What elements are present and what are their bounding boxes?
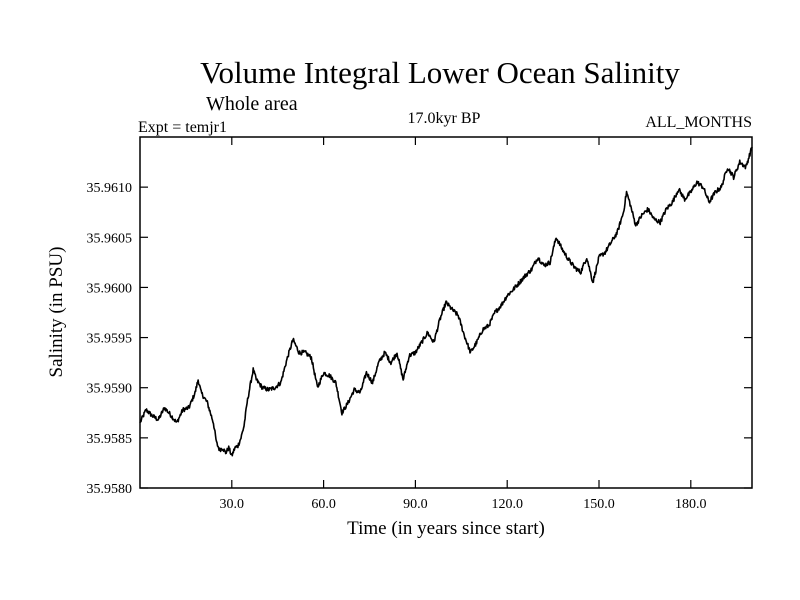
y-tick-label: 35.9600 [87,281,133,296]
y-tick-label: 35.9595 [87,332,133,347]
x-tick-label: 30.0 [220,497,245,512]
x-tick-label: 180.0 [675,497,707,512]
experiment-label: Expt = temjr1 [138,119,227,136]
y-axis-label: Salinity (in PSU) [46,247,67,378]
x-axis: 30.0 60.0 90.0 120.0 150.0 180.0 [220,137,707,512]
y-axis: 35.9580 35.9585 35.9590 35.9595 35.9600 35.96… [87,181,752,497]
x-axis-label: Time (in years since start) [347,518,545,539]
x-tick-label: 90.0 [403,497,428,512]
months-label: ALL_MONTHS [645,114,752,131]
chart-title: Volume Integral Lower Ocean Salinity [200,55,680,90]
y-tick-label: 35.9590 [87,382,133,397]
y-tick-label: 35.9580 [87,482,133,497]
plot-frame [139,136,753,489]
y-tick-label: 35.9610 [87,181,133,196]
period-label: 17.0kyr BP [408,110,481,127]
x-tick-label: 150.0 [583,497,615,512]
salinity-series-line [139,146,753,457]
y-tick-label: 35.9605 [87,231,133,246]
chart-subtitle: Whole area [206,93,298,115]
x-tick-label: 120.0 [491,497,523,512]
y-tick-label: 35.9585 [87,432,133,447]
x-tick-label: 60.0 [311,497,336,512]
